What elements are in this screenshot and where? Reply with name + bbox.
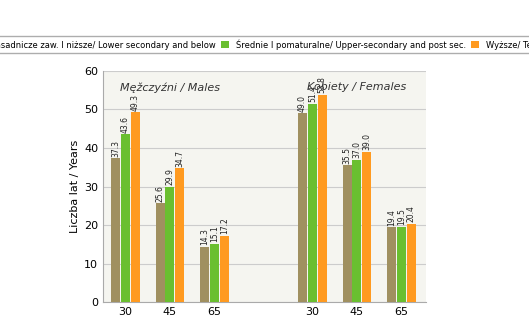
Y-axis label: Liczba lat / Years: Liczba lat / Years — [70, 140, 80, 233]
Bar — [175, 168, 184, 302]
Bar — [387, 227, 396, 302]
Bar — [156, 204, 165, 302]
Text: 19.5: 19.5 — [397, 208, 406, 225]
Bar — [407, 223, 416, 302]
Text: 49.0: 49.0 — [298, 95, 307, 112]
Bar — [166, 187, 175, 302]
Text: 43.6: 43.6 — [121, 116, 130, 132]
Text: 20.4: 20.4 — [407, 205, 416, 222]
Text: 29.9: 29.9 — [166, 168, 175, 185]
Bar — [121, 134, 130, 302]
Text: 35.5: 35.5 — [343, 147, 352, 164]
Text: 37.3: 37.3 — [111, 140, 120, 157]
Text: 53.8: 53.8 — [317, 76, 327, 93]
Text: 34.7: 34.7 — [175, 150, 184, 167]
Text: 25.6: 25.6 — [156, 185, 165, 202]
Text: 17.2: 17.2 — [220, 217, 229, 234]
Text: 39.0: 39.0 — [362, 133, 371, 150]
Bar — [362, 152, 371, 302]
Bar — [317, 95, 327, 302]
Bar — [298, 113, 307, 302]
Bar — [397, 227, 406, 302]
Bar — [352, 160, 361, 302]
Text: 49.3: 49.3 — [131, 94, 140, 111]
Bar — [343, 165, 352, 302]
Text: 19.4: 19.4 — [387, 209, 396, 226]
Bar — [308, 104, 317, 302]
Bar — [200, 247, 209, 302]
Text: Kobiety / Females: Kobiety / Females — [307, 82, 406, 92]
Bar — [210, 244, 219, 302]
Bar — [111, 158, 120, 302]
Text: 15.1: 15.1 — [210, 226, 219, 242]
Text: 51.4: 51.4 — [308, 86, 317, 103]
Bar — [131, 112, 140, 302]
Text: 14.3: 14.3 — [200, 229, 209, 245]
Legend: Zasadnicze zaw. I niższe/ Lower secondary and below, Średnie I pomaturalne/ Uppe: Zasadnicze zaw. I niższe/ Lower secondar… — [0, 36, 529, 53]
Text: Męžczyźni / Males: Męžczyźni / Males — [120, 82, 220, 93]
Bar — [220, 236, 229, 302]
Text: 37.0: 37.0 — [352, 141, 361, 158]
